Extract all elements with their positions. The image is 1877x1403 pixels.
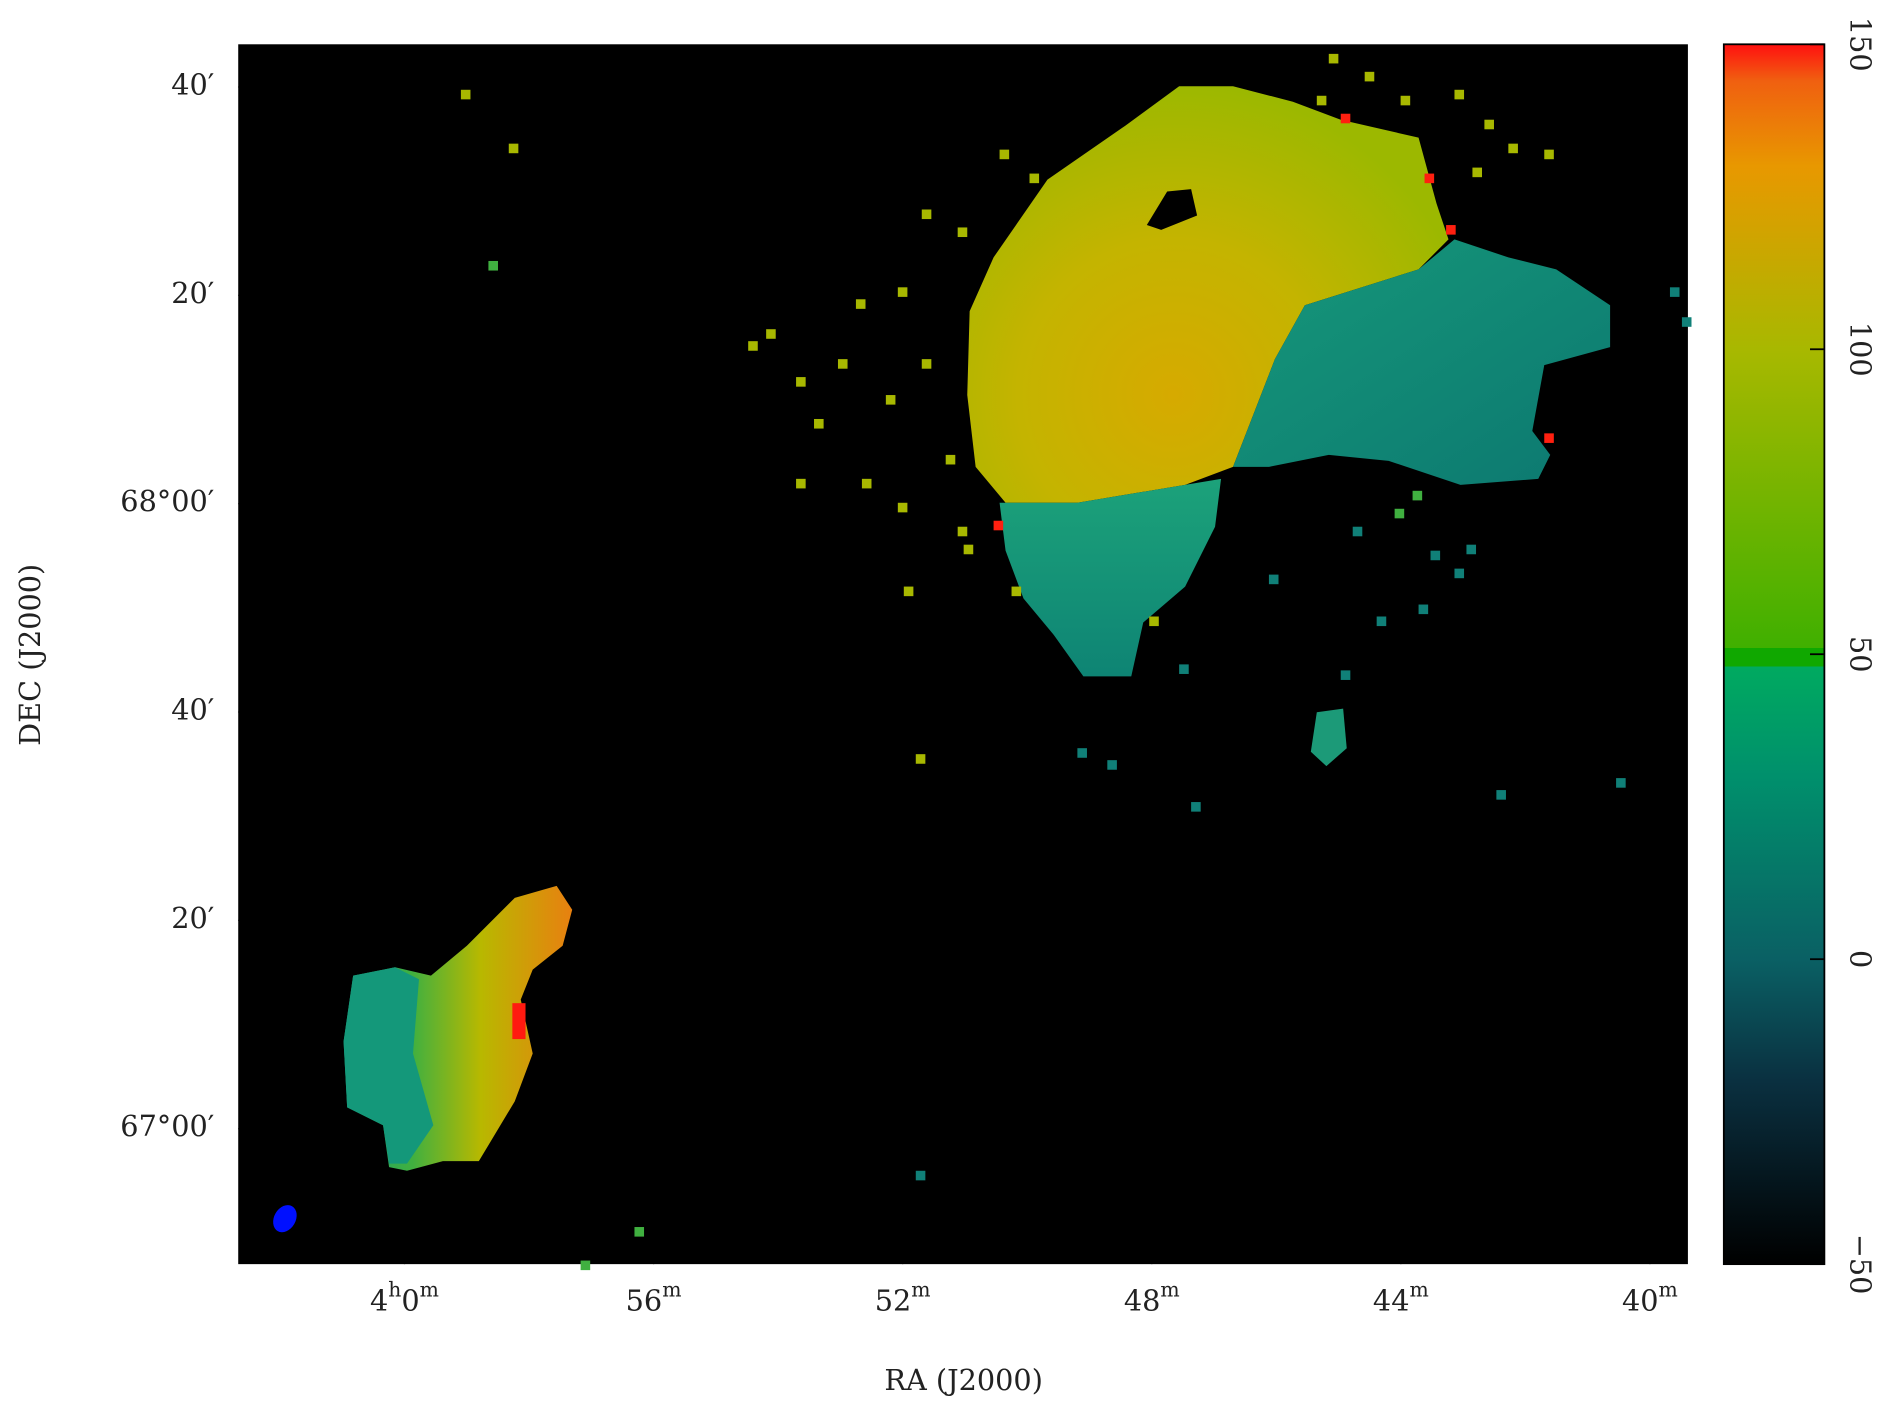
speck	[796, 377, 806, 387]
speck	[897, 502, 908, 513]
speck	[1681, 317, 1692, 327]
sw-west	[343, 967, 434, 1164]
speck	[1616, 778, 1626, 788]
speck	[957, 227, 968, 238]
speck	[1454, 568, 1465, 579]
beam	[273, 1205, 297, 1233]
x-tick-label: 52m	[875, 1277, 931, 1317]
speck	[766, 329, 776, 339]
speck	[861, 478, 872, 489]
y-tick-label: 67°00′	[120, 1109, 214, 1143]
speck	[814, 418, 824, 429]
speck	[1466, 544, 1477, 555]
y-axis-label: DEC (J2000)	[13, 564, 47, 746]
speck	[1430, 550, 1441, 561]
speck	[580, 1260, 591, 1271]
speck	[1107, 760, 1117, 770]
y-tick-label: 20′	[171, 901, 214, 935]
emission	[273, 86, 1611, 1233]
speck	[1544, 433, 1554, 443]
south-region	[999, 478, 1222, 677]
speck	[915, 754, 926, 764]
speck	[945, 454, 956, 465]
speck	[1179, 664, 1189, 674]
colorbar	[1722, 43, 1826, 1266]
y-tick-label: 40′	[171, 693, 214, 727]
speck	[1149, 616, 1159, 627]
speck	[963, 544, 974, 555]
speck	[1412, 490, 1423, 501]
speck	[1669, 287, 1680, 297]
blob	[1310, 708, 1347, 767]
speck	[488, 260, 498, 271]
speck	[1418, 604, 1429, 615]
colorbar-tick-label: 100	[1843, 322, 1877, 377]
north-region	[967, 86, 1449, 503]
x-tick-label: 48m	[1124, 1277, 1180, 1317]
y-tick-label: 40′	[171, 68, 214, 102]
speck	[1328, 53, 1339, 64]
colorbar-tick-label: 150	[1843, 17, 1877, 72]
speck	[999, 149, 1010, 160]
y-tick-label: 20′	[171, 276, 214, 310]
speck	[915, 1170, 926, 1181]
speck	[993, 520, 1004, 531]
red-strip	[512, 1003, 526, 1040]
hole	[1146, 189, 1198, 230]
y-tick-label: 68°00′	[120, 484, 214, 518]
speck	[1029, 173, 1040, 184]
speck	[921, 359, 932, 369]
speck	[796, 478, 806, 489]
speck	[855, 299, 866, 309]
speck	[1472, 167, 1483, 178]
colorbar-tick-label: −50	[1843, 1234, 1877, 1295]
speck	[885, 395, 896, 405]
speck	[1424, 173, 1435, 184]
speck	[1268, 574, 1279, 585]
x-tick-label: 56m	[626, 1277, 682, 1317]
speck	[1191, 802, 1201, 812]
speck	[634, 1227, 645, 1237]
speck	[1508, 143, 1518, 154]
speck	[1400, 95, 1411, 106]
speck	[921, 209, 932, 220]
speck	[1340, 113, 1351, 124]
x-axis-label: RA (J2000)	[884, 1363, 1043, 1397]
speck	[1352, 526, 1363, 537]
speck	[837, 359, 848, 369]
colorbar-tick-label: 0	[1843, 950, 1877, 968]
east-region	[1233, 239, 1611, 485]
speck	[1340, 670, 1351, 680]
speck	[1011, 586, 1022, 597]
speck	[1484, 119, 1494, 130]
speck	[1454, 89, 1465, 100]
speck	[1077, 748, 1087, 758]
speck	[897, 287, 908, 297]
x-tick-label: 44m	[1373, 1277, 1429, 1317]
specks	[460, 53, 1692, 1271]
speck	[1394, 508, 1405, 519]
speck	[460, 89, 471, 100]
x-tick-label: 40m	[1622, 1277, 1678, 1317]
speck	[1544, 149, 1554, 160]
speck	[508, 143, 519, 154]
plot-root: RA (J2000) DEC (J2000) 4h0m 56m 52m 48m 44m 4…	[13, 17, 1877, 1397]
speck	[957, 526, 968, 537]
speck	[1446, 225, 1456, 235]
speck	[1316, 95, 1327, 106]
speck	[1496, 790, 1506, 800]
speck	[903, 586, 914, 597]
speck	[1364, 71, 1375, 82]
speck	[1376, 616, 1387, 627]
colorbar-tick-label: 50	[1843, 636, 1877, 673]
speck	[748, 341, 758, 351]
x-tick-label: 4h0m	[370, 1277, 439, 1317]
